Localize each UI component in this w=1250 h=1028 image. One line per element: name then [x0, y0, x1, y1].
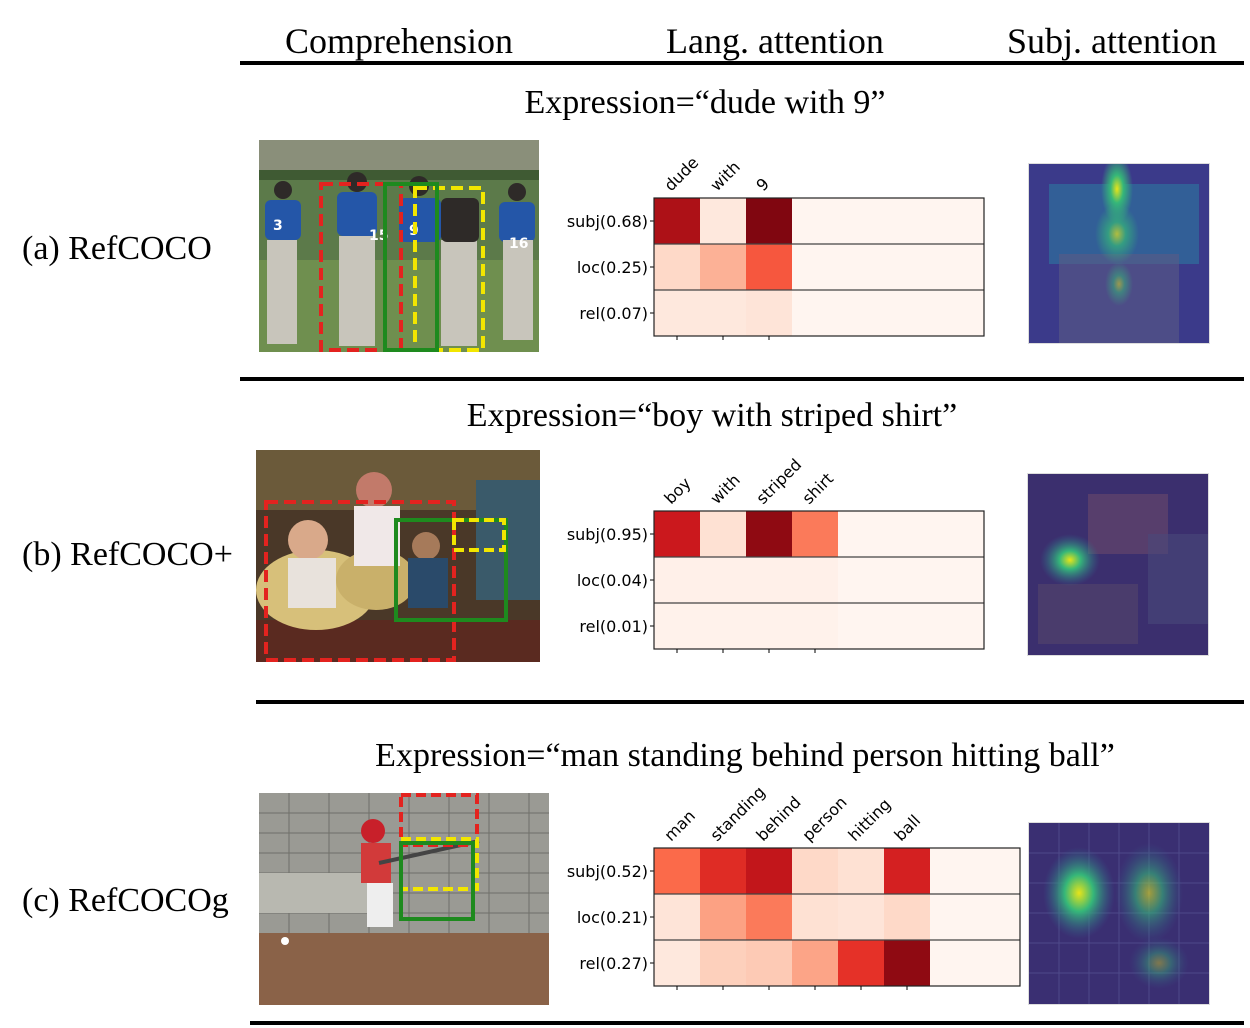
header-lang-attention: Lang. attention: [666, 21, 884, 61]
heatmap-module-label: rel(0.01): [579, 617, 648, 636]
heatmap-cell: [884, 940, 930, 986]
subj-attention-map-row-b: [1027, 473, 1209, 656]
heatmap-word-label: dude: [660, 153, 702, 195]
heatmap-cell: [700, 290, 746, 336]
svg-text:3: 3: [273, 218, 283, 234]
heatmap-cell: [654, 940, 700, 986]
photo-row-a: 3 15 9 16: [259, 140, 539, 352]
heatmap-cell: [792, 511, 838, 557]
heatmap-cell: [746, 940, 792, 986]
heatmap-cell: [792, 603, 838, 649]
heatmap-cell: [792, 940, 838, 986]
heatmap-cell: [700, 603, 746, 649]
heatmap-cell: [700, 557, 746, 603]
heatmap-module-label: loc(0.04): [577, 571, 648, 590]
heatmap-word-label: man: [660, 806, 699, 845]
heatmap-cell: [700, 940, 746, 986]
heatmap-frame: [653, 847, 1021, 987]
heatmap-cell: [746, 557, 792, 603]
heatmap-cell: [700, 894, 746, 940]
heatmap-cell: [746, 290, 792, 336]
heatmap-cell: [654, 511, 700, 557]
header-rule: [240, 61, 1244, 65]
heatmap-word-label: 9: [752, 174, 773, 195]
heatmap-cell: [838, 894, 884, 940]
heatmap-cell: [700, 511, 746, 557]
row-b-rule: [256, 700, 1244, 704]
heatmap-module-label: loc(0.25): [577, 258, 648, 277]
svg-text:16: 16: [509, 236, 528, 252]
expression-row-c: Expression=“man standing behind person h…: [375, 737, 1115, 774]
heatmap-cell: [654, 557, 700, 603]
heatmap-module-label: subj(0.95): [567, 525, 648, 544]
heatmap-cell: [746, 848, 792, 894]
row-label-a: (a) RefCOCO: [22, 230, 212, 267]
heatmap-cell: [654, 603, 700, 649]
heatmap-module-label: rel(0.27): [579, 954, 648, 973]
photo-row-b: [256, 450, 540, 662]
heatmap-cell: [746, 511, 792, 557]
heatmap-cell: [654, 848, 700, 894]
heatmap-cell: [746, 244, 792, 290]
heatmap-cell: [654, 198, 700, 244]
heatmap-module-label: subj(0.52): [567, 862, 648, 881]
heatmap-word-label: striped: [752, 455, 805, 508]
heatmap-cell: [746, 603, 792, 649]
heatmap-word-label: hitting: [844, 795, 894, 845]
heatmap-cell: [884, 894, 930, 940]
heatmap-cell: [700, 198, 746, 244]
heatmap-word-label: with: [706, 157, 743, 194]
header-subj-attention: Subj. attention: [1007, 21, 1217, 61]
header-comprehension: Comprehension: [285, 21, 513, 61]
heatmap-module-label: loc(0.21): [577, 908, 648, 927]
heatmap-cell: [792, 848, 838, 894]
expression-row-b: Expression=“boy with striped shirt”: [466, 397, 958, 434]
heatmap-row-a: subj(0.68) loc(0.25) rel(0.07) dude with 9: [567, 153, 985, 340]
row-label-c: (c) RefCOCOg: [22, 882, 229, 919]
subj-attention-map-row-c: [1028, 822, 1210, 1005]
heatmap-module-label: rel(0.07): [579, 304, 648, 323]
photo-row-c: [259, 793, 549, 1005]
heatmap-cell: [654, 244, 700, 290]
heatmap-frame: [653, 510, 985, 650]
heatmap-word-label: ball: [890, 811, 924, 845]
subj-attention-map-row-a: [1028, 163, 1210, 344]
expression-row-a: Expression=“dude with 9”: [524, 84, 886, 121]
heatmap-word-label: person: [798, 793, 850, 845]
heatmap-cell: [654, 290, 700, 336]
heatmap-cell: [838, 940, 884, 986]
heatmap-word-label: shirt: [798, 469, 837, 508]
heatmap-cell: [838, 848, 884, 894]
row-a-rule: [240, 377, 1244, 381]
heatmap-cell: [792, 557, 838, 603]
heatmap-row-b: subj(0.95) loc(0.04) rel(0.01) boy with strip…: [567, 455, 985, 653]
heatmap-module-label: subj(0.68): [567, 212, 648, 231]
heatmap-frame: [653, 197, 985, 337]
heatmap-cell: [792, 894, 838, 940]
heatmap-cell: [700, 848, 746, 894]
heatmap-row-c: subj(0.52)loc(0.21)rel(0.27)man standingb…: [567, 782, 1021, 990]
heatmap-word-label: with: [706, 470, 743, 507]
heatmap-cell: [654, 894, 700, 940]
heatmap-cell: [746, 894, 792, 940]
heatmap-cell: [884, 848, 930, 894]
heatmap-cell: [700, 244, 746, 290]
heatmap-cell: [746, 198, 792, 244]
row-label-b: (b) RefCOCO+: [22, 536, 233, 573]
row-c-rule: [250, 1021, 1244, 1025]
heatmap-word-label: boy: [660, 474, 694, 508]
